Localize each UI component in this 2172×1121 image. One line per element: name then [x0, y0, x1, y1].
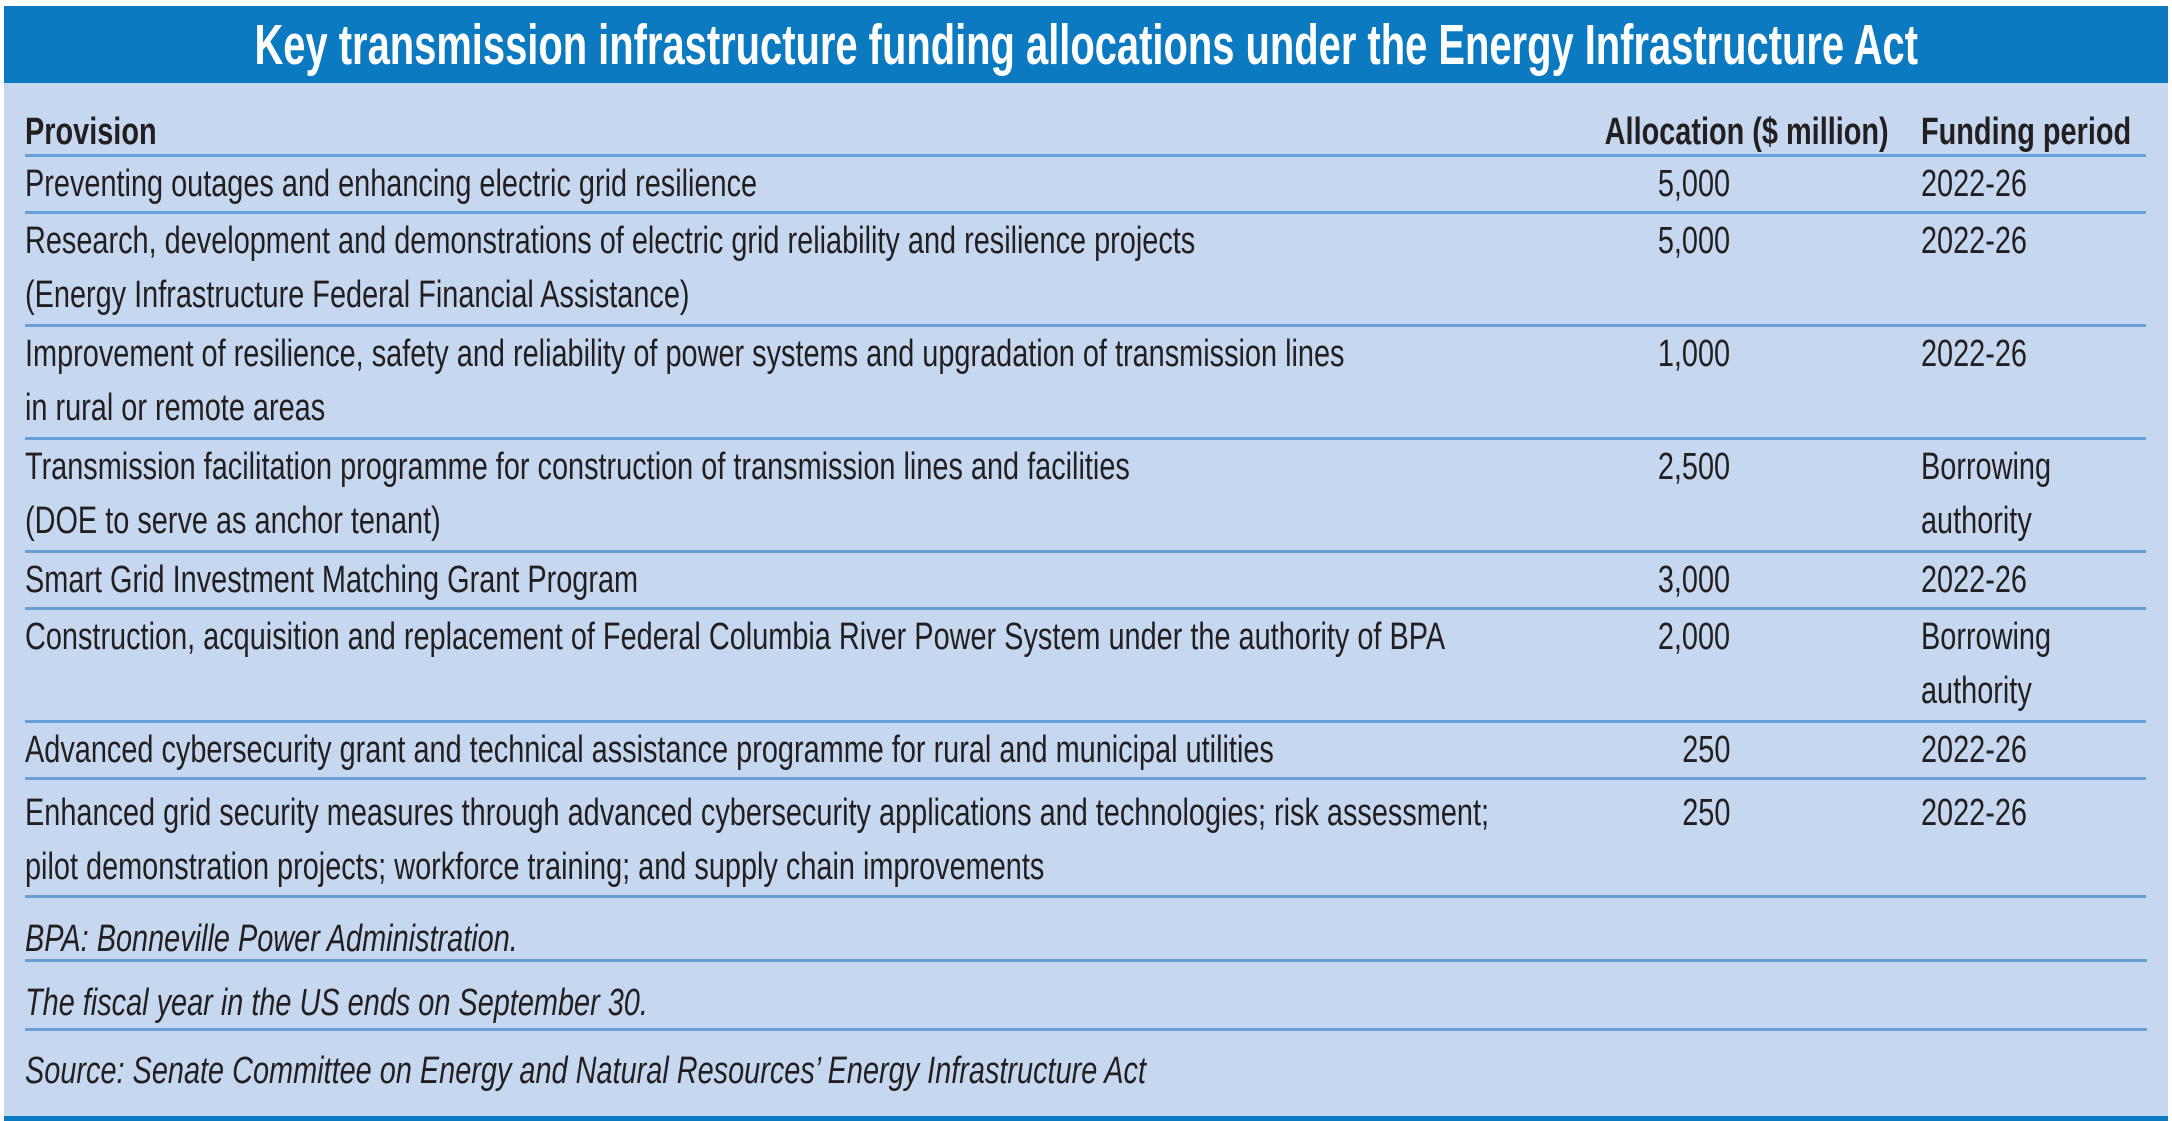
funding-period-value: 2022-26 [1921, 219, 2027, 262]
allocation-value: 2,500 [1657, 445, 1730, 488]
allocation-cell: 250 [1515, 721, 1870, 780]
allocation-cell: 5,000 [1515, 155, 1870, 214]
funding-cell: 2022-26 [1870, 551, 2146, 610]
provision-text: Advanced cybersecurity grant and technic… [25, 728, 1274, 771]
source-note: Source: Senate Committee on Energy and N… [25, 1031, 2147, 1117]
bottom-accent-bar [4, 1116, 2168, 1121]
allocation-value: 1,000 [1657, 332, 1730, 375]
funding-period-value: Borrowing [1921, 445, 2052, 488]
funding-cell: 2022-26 [1870, 212, 2146, 327]
header-row: Provision Allocation ($ million) Funding… [25, 83, 2146, 157]
funding-cell: 2022-26 [1870, 778, 2146, 898]
allocation-cell: 2,000 [1515, 608, 1870, 723]
allocation-cell: 5,000 [1515, 212, 1870, 327]
provision-text: Preventing outages and enhancing electri… [25, 162, 758, 205]
funding-cell: Borrowing authority [1870, 438, 2146, 553]
table-row: Advanced cybersecurity grant and technic… [25, 721, 2146, 780]
column-header-allocation-label: Allocation ($ million) [1604, 110, 1889, 153]
funding-period-value: Borrowing [1921, 615, 2052, 658]
table-row: Improvement of resilience, safety and re… [25, 325, 2146, 440]
table-row: Transmission facilitation programme for … [25, 438, 2146, 553]
funding-cell: Borrowing authority [1870, 608, 2146, 723]
provision-cell: Construction, acquisition and replacemen… [25, 608, 1515, 723]
funding-cell: 2022-26 [1870, 325, 2146, 440]
provision-cell: Preventing outages and enhancing electri… [25, 155, 1515, 214]
funding-period-value: 2022-26 [1921, 558, 2027, 601]
footnote-bpa: BPA: Bonneville Power Administration. [25, 898, 2147, 962]
funding-period-value: 2022-26 [1921, 791, 2027, 834]
source-note-text: Source: Senate Committee on Energy and N… [25, 1049, 1146, 1092]
allocation-cell: 1,000 [1515, 325, 1870, 440]
funding-period-value: 2022-26 [1921, 332, 2027, 375]
provision-cell: Enhanced grid security measures through … [25, 778, 1515, 898]
provision-text: (Energy Infrastructure Federal Financial… [25, 273, 690, 316]
footnote-fiscal-year-text: The fiscal year in the US ends on Septem… [25, 981, 648, 1024]
provision-text: pilot demonstration projects; workforce … [25, 845, 1045, 888]
provision-cell: Improvement of resilience, safety and re… [25, 325, 1515, 440]
funding-period-value: authority [1921, 499, 2032, 542]
footnote-fiscal-year: The fiscal year in the US ends on Septem… [25, 962, 2147, 1031]
funding-table: Provision Allocation ($ million) Funding… [25, 83, 2146, 898]
column-header-provision: Provision [25, 83, 1515, 157]
provision-text: Transmission facilitation programme for … [25, 445, 1130, 488]
column-header-funding-period: Funding period [1870, 83, 2146, 157]
allocation-value: 5,000 [1657, 162, 1730, 205]
column-header-allocation: Allocation ($ million) [1515, 83, 1889, 157]
provision-cell: Advanced cybersecurity grant and technic… [25, 721, 1515, 780]
allocation-value: 250 [1681, 728, 1730, 771]
allocation-value: 250 [1681, 791, 1730, 834]
table-panel: Provision Allocation ($ million) Funding… [4, 83, 2168, 1116]
table-row: Preventing outages and enhancing electri… [25, 155, 2146, 214]
allocation-value: 5,000 [1657, 219, 1730, 262]
provision-text: Smart Grid Investment Matching Grant Pro… [25, 558, 639, 601]
table-row: Smart Grid Investment Matching Grant Pro… [25, 551, 2146, 610]
provision-text: Construction, acquisition and replacemen… [25, 615, 1446, 658]
allocation-cell: 250 [1515, 778, 1870, 898]
funding-period-value: 2022-26 [1921, 728, 2027, 771]
funding-cell: 2022-26 [1870, 155, 2146, 214]
provision-text: Enhanced grid security measures through … [25, 791, 1490, 834]
funding-period-value: authority [1921, 669, 2032, 712]
table-row: Research, development and demonstrations… [25, 212, 2146, 327]
provision-text: (DOE to serve as anchor tenant) [25, 499, 441, 542]
table-row: Construction, acquisition and replacemen… [25, 608, 2146, 723]
funding-period-value: 2022-26 [1921, 162, 2027, 205]
table-title-bar: Key transmission infrastructure funding … [4, 6, 2168, 83]
column-header-funding-period-label: Funding period [1921, 110, 2132, 153]
funding-cell: 2022-26 [1870, 721, 2146, 780]
provision-text: in rural or remote areas [25, 386, 326, 429]
footnote-bpa-text: BPA: Bonneville Power Administration. [25, 917, 518, 960]
allocation-cell: 2,500 [1515, 438, 1870, 553]
column-header-provision-label: Provision [25, 110, 157, 153]
allocation-cell: 3,000 [1515, 551, 1870, 610]
provision-cell: Smart Grid Investment Matching Grant Pro… [25, 551, 1515, 610]
provision-cell: Transmission facilitation programme for … [25, 438, 1515, 553]
table-row: Enhanced grid security measures through … [25, 778, 2146, 898]
table-title: Key transmission infrastructure funding … [254, 12, 1918, 77]
allocation-value: 2,000 [1657, 615, 1730, 658]
provision-text: Research, development and demonstrations… [25, 219, 1196, 262]
provision-text: Improvement of resilience, safety and re… [25, 332, 1345, 375]
provision-cell: Research, development and demonstrations… [25, 212, 1515, 327]
allocation-value: 3,000 [1657, 558, 1730, 601]
